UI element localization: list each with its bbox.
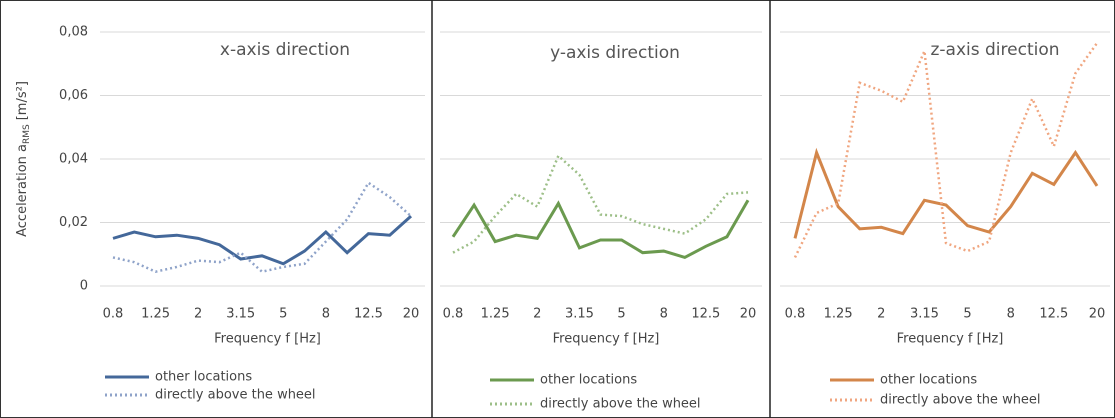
x-tick-label: 0.8 — [785, 307, 806, 322]
x-tick-label: 20 — [740, 307, 757, 322]
y-tick-label: 0,08 — [59, 25, 88, 40]
chart-title: z-axis direction — [930, 40, 1059, 60]
legend-label: other locations — [880, 373, 977, 388]
series-line — [112, 181, 412, 274]
x-tick-label: 1.25 — [824, 307, 853, 322]
x-tick-label: 3.15 — [226, 307, 255, 322]
y-axis-title-text: Acceleration a — [15, 144, 30, 237]
chart-title: x-axis direction — [220, 40, 350, 60]
x-tick-label: 0.8 — [103, 307, 124, 322]
legend-label: directly above the wheel — [155, 388, 316, 403]
x-tick-label: 8 — [322, 307, 330, 322]
y-tick-label: 0,04 — [59, 152, 88, 167]
x-tick-label: 3.15 — [910, 307, 939, 322]
x-tick-label: 2 — [194, 307, 202, 322]
x-tick-label: 12.5 — [691, 307, 720, 322]
chart-title: y-axis direction — [550, 43, 680, 63]
series-line — [451, 199, 750, 260]
x-tick-label: 5 — [279, 307, 287, 322]
series-line — [793, 42, 1099, 258]
x-tick-label: 12.5 — [1039, 307, 1068, 322]
x-tick-label: 20 — [403, 307, 420, 322]
x-tick-label: 12.5 — [354, 307, 383, 322]
x-tick-label: 0.8 — [443, 307, 464, 322]
legend-label: other locations — [540, 373, 637, 388]
legend-label: directly above the wheel — [880, 393, 1041, 408]
x-tick-label: 1.25 — [481, 307, 510, 322]
x-axis-title: Frequency f [Hz] — [553, 332, 660, 347]
x-tick-label: 5 — [617, 307, 625, 322]
y-tick-label: 0 — [80, 279, 88, 294]
legend-label: directly above the wheel — [540, 397, 701, 412]
y-tick-label: 0,06 — [59, 88, 88, 103]
y-axis-title-unit: [m/s²] — [15, 81, 30, 120]
x-tick-label: 5 — [963, 307, 971, 322]
x-tick-label: 8 — [660, 307, 668, 322]
series-line — [793, 147, 1099, 239]
x-tick-label: 1.25 — [141, 307, 170, 322]
x-tick-label: 2 — [877, 307, 885, 322]
series-line — [112, 215, 413, 266]
x-axis-title: Frequency f [Hz] — [897, 332, 1004, 347]
x-tick-label: 20 — [1089, 307, 1106, 322]
x-tick-label: 2 — [533, 307, 541, 322]
y-axis-title: Acceleration aRMS [m/s²] — [15, 81, 32, 237]
series-line — [452, 153, 749, 254]
x-tick-label: 8 — [1007, 307, 1015, 322]
x-tick-label: 3.15 — [565, 307, 594, 322]
x-axis-title: Frequency f [Hz] — [214, 332, 321, 347]
y-axis-title-sub: RMS — [22, 124, 32, 144]
y-tick-label: 0,02 — [59, 215, 88, 230]
legend-label: other locations — [155, 370, 252, 385]
